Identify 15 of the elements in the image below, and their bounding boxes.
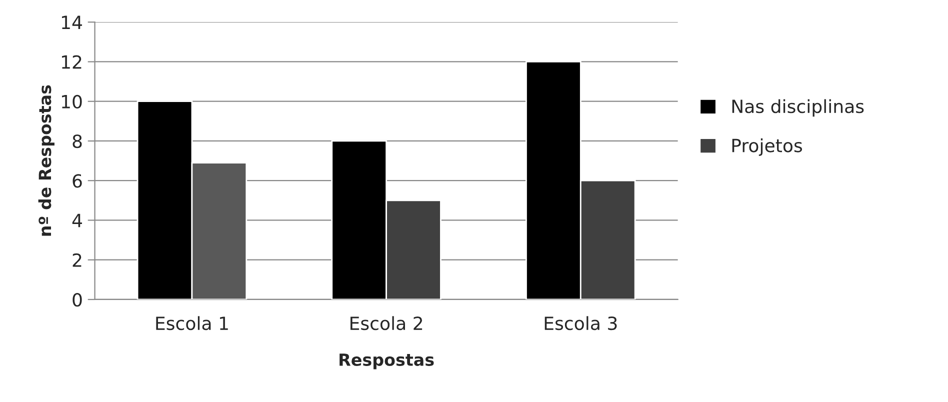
y-tick-label: 10 xyxy=(62,94,82,108)
x-tick-label: Escola 3 xyxy=(544,316,617,330)
y-tick-label: 0 xyxy=(72,292,82,307)
legend-label: Nas disciplinas xyxy=(732,99,864,117)
legend-label: Projetos xyxy=(732,138,802,156)
x-tick-label: Escola 2 xyxy=(350,316,422,330)
x-axis-title: Respostas xyxy=(340,354,434,370)
x-tick-label: Escola 1 xyxy=(156,316,228,330)
y-tick-label: 6 xyxy=(72,174,82,188)
y-tick-label: 8 xyxy=(72,134,82,148)
y-tick-label: 4 xyxy=(72,214,82,228)
y-tick-label: 2 xyxy=(72,253,82,267)
y-tick-label: 12 xyxy=(62,55,82,69)
y-tick-label: 14 xyxy=(62,16,82,29)
y-axis-title: nº de Respostas xyxy=(38,85,54,236)
